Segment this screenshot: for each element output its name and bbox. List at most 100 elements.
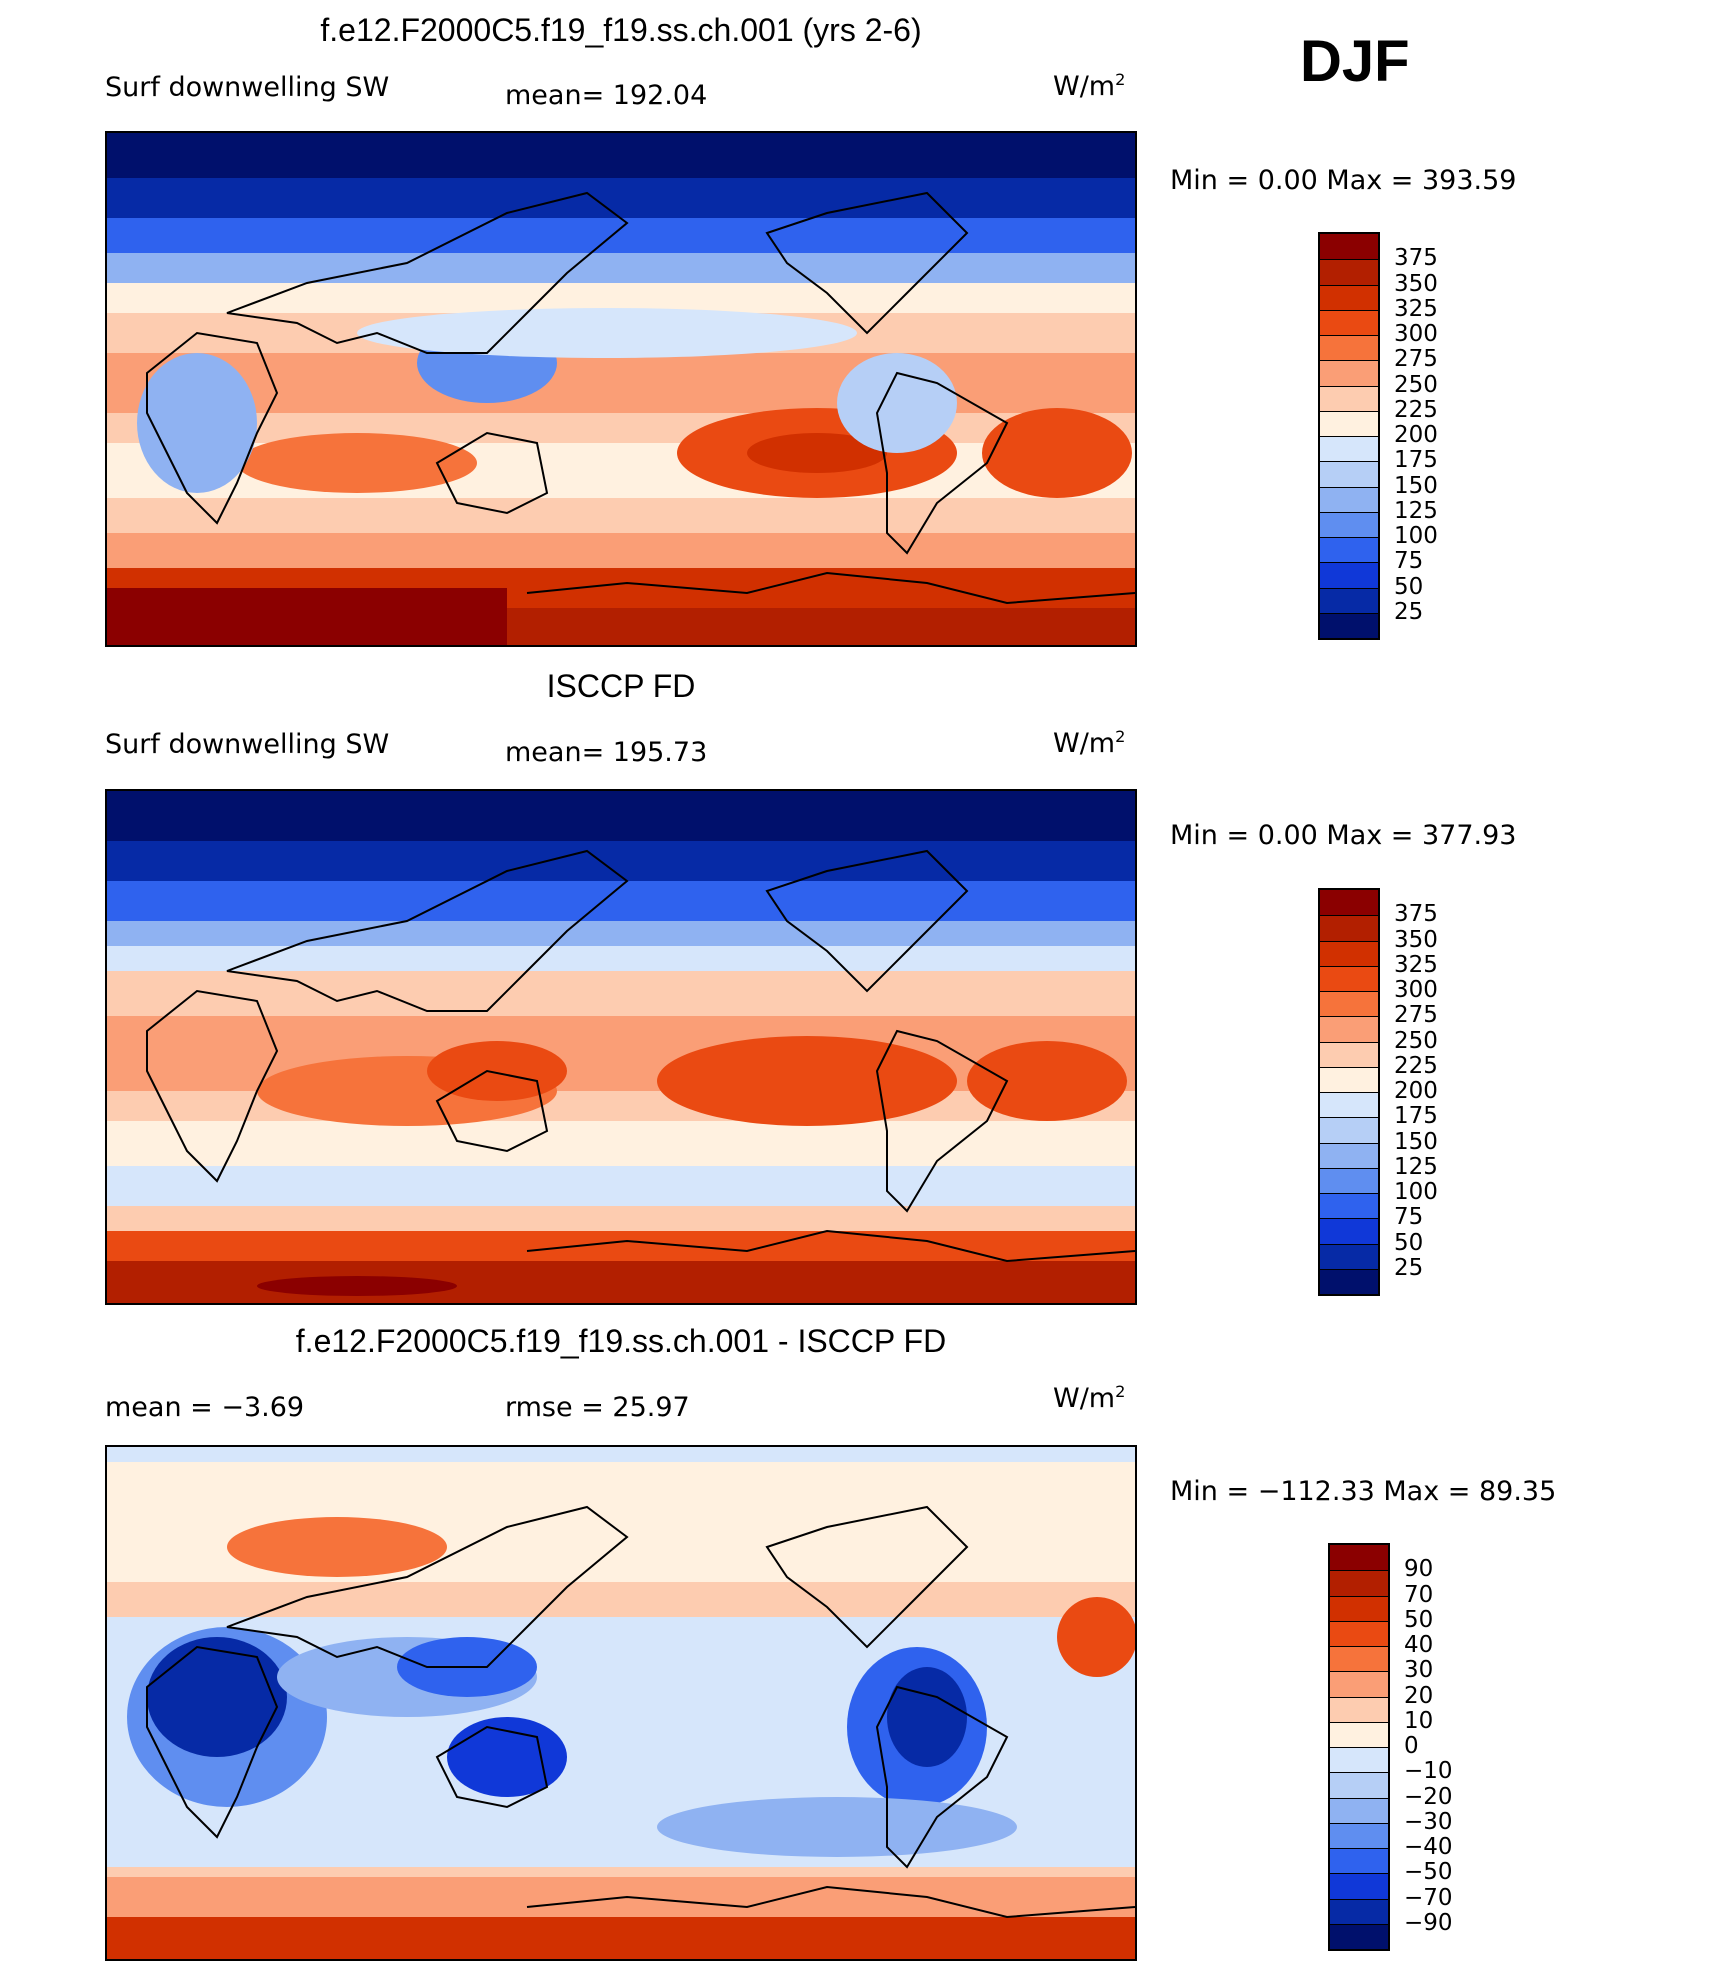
colorbar-segment — [1320, 511, 1378, 537]
colorbar-tick-label: 150 — [1394, 472, 1438, 499]
colorbar-segment — [1320, 1268, 1378, 1294]
colorbar-tick-label: 50 — [1394, 573, 1424, 600]
colorbar-segment — [1320, 965, 1378, 991]
colorbar-segment — [1320, 1193, 1378, 1219]
colorbar-tick-label: 275 — [1394, 1002, 1438, 1029]
colorbar-tick-label: 25 — [1394, 598, 1424, 625]
colorbar-tick-label: 250 — [1394, 371, 1438, 398]
colorbar-tick-label: −40 — [1404, 1834, 1453, 1860]
colorbar-segment — [1320, 259, 1378, 285]
colorbar-segment — [1320, 1016, 1378, 1042]
colorbar-segment — [1330, 1898, 1388, 1924]
panel-1-units: W/m2 — [1053, 70, 1126, 102]
panel-3-mean-label: mean = −3.69 — [105, 1392, 305, 1423]
colorbar-tick-label: −90 — [1404, 1909, 1453, 1936]
colorbar-tick-label: 300 — [1394, 321, 1438, 347]
panel-2-map — [105, 789, 1137, 1305]
panel-2-minmax: Min = 0.00 Max = 377.93 — [1170, 820, 1517, 851]
panel-1-variable-label: Surf downwelling SW — [105, 72, 390, 103]
colorbar-tick-label: 125 — [1394, 497, 1438, 524]
colorbar-tick-label: 250 — [1394, 1027, 1438, 1054]
colorbar-segment — [1320, 461, 1378, 487]
colorbar-segment — [1320, 587, 1378, 613]
colorbar-tick-label: −30 — [1404, 1808, 1453, 1835]
panel-3-title: f.e12.F2000C5.f19_f19.ss.ch.001 - ISCCP … — [295, 1323, 947, 1359]
colorbar-tick-label: 125 — [1394, 1153, 1438, 1180]
panel-1-title: f.e12.F2000C5.f19_f19.ss.ch.001 (yrs 2-6… — [320, 12, 922, 48]
colorbar-segment — [1320, 410, 1378, 436]
colorbar-tick-label: 350 — [1394, 270, 1438, 297]
colorbar-segment — [1320, 309, 1378, 335]
colorbar-tick-label: 275 — [1394, 346, 1438, 373]
colorbar-segment — [1330, 1671, 1388, 1697]
colorbar-segment — [1320, 385, 1378, 411]
colorbar-tick-label: 0 — [1404, 1733, 1419, 1759]
colorbar-segment — [1330, 1747, 1388, 1773]
colorbar-segment — [1330, 1696, 1388, 1722]
colorbar-tick-label: 200 — [1394, 422, 1438, 448]
colorbar-tick-label: −50 — [1404, 1859, 1453, 1886]
colorbar-segment — [1330, 1848, 1388, 1874]
colorbar-segment — [1320, 1142, 1378, 1168]
colorbar-segment — [1320, 1117, 1378, 1143]
colorbar-segment — [1330, 1646, 1388, 1672]
colorbar-segment — [1330, 1873, 1388, 1899]
colorbar-segment — [1320, 890, 1378, 916]
colorbar-tick-label: −20 — [1404, 1783, 1453, 1810]
panel-3-colorbar — [1328, 1543, 1390, 1951]
colorbar-tick-label: 75 — [1394, 548, 1424, 575]
colorbar-tick-label: −10 — [1404, 1758, 1453, 1785]
panel-2-units: W/m2 — [1053, 727, 1126, 759]
colorbar-tick-label: 325 — [1394, 295, 1438, 322]
colorbar-tick-label: 200 — [1394, 1078, 1438, 1104]
colorbar-tick-label: 225 — [1394, 396, 1438, 423]
colorbar-segment — [1320, 284, 1378, 310]
colorbar-tick-label: 350 — [1394, 926, 1438, 953]
panel-3-rmse-label: rmse = 25.97 — [505, 1392, 690, 1423]
colorbar-tick-label: 225 — [1394, 1052, 1438, 1079]
panel-1-mean-label: mean= 192.04 — [505, 80, 708, 111]
colorbar-tick-label: 75 — [1394, 1204, 1424, 1231]
colorbar-segment — [1330, 1822, 1388, 1848]
colorbar-tick-label: −70 — [1404, 1884, 1453, 1911]
colorbar-segment — [1320, 1092, 1378, 1118]
panel-1-colorbar — [1318, 232, 1380, 640]
colorbar-segment — [1330, 1721, 1388, 1747]
panel-2-mean-label: mean= 195.73 — [505, 737, 708, 768]
colorbar-segment — [1330, 1620, 1388, 1646]
colorbar-segment — [1320, 1066, 1378, 1092]
colorbar-segment — [1320, 1218, 1378, 1244]
colorbar-tick-label: 90 — [1404, 1556, 1434, 1583]
colorbar-segment — [1320, 1041, 1378, 1067]
colorbar-tick-label: 30 — [1404, 1657, 1434, 1684]
panel-1-minmax: Min = 0.00 Max = 393.59 — [1170, 165, 1517, 196]
colorbar-segment — [1320, 360, 1378, 386]
colorbar-segment — [1320, 486, 1378, 512]
panel-1-map — [105, 131, 1137, 647]
colorbar-segment — [1330, 1595, 1388, 1621]
colorbar-segment — [1320, 1243, 1378, 1269]
colorbar-segment — [1330, 1772, 1388, 1798]
panel-2-title: ISCCP FD — [546, 668, 696, 704]
colorbar-tick-label: 40 — [1404, 1632, 1434, 1658]
colorbar-segment — [1320, 234, 1378, 260]
colorbar-segment — [1320, 1167, 1378, 1193]
colorbar-tick-label: 50 — [1394, 1229, 1424, 1256]
colorbar-tick-label: 375 — [1394, 901, 1438, 928]
colorbar-tick-label: 325 — [1394, 951, 1438, 978]
panel-2-variable-label: Surf downwelling SW — [105, 729, 390, 760]
colorbar-segment — [1320, 562, 1378, 588]
colorbar-tick-label: 175 — [1394, 447, 1438, 474]
colorbar-segment — [1320, 537, 1378, 563]
colorbar-segment — [1330, 1923, 1388, 1949]
panel-2-colorbar — [1318, 888, 1380, 1296]
colorbar-tick-label: 25 — [1394, 1254, 1424, 1281]
panel-3-minmax: Min = −112.33 Max = 89.35 — [1170, 1476, 1557, 1507]
colorbar-tick-label: 100 — [1394, 1179, 1438, 1205]
colorbar-segment — [1320, 612, 1378, 638]
colorbar-tick-label: 10 — [1404, 1707, 1434, 1734]
colorbar-segment — [1320, 991, 1378, 1017]
colorbar-segment — [1320, 436, 1378, 462]
colorbar-tick-label: 175 — [1394, 1103, 1438, 1130]
panel-3-units: W/m2 — [1053, 1382, 1126, 1414]
